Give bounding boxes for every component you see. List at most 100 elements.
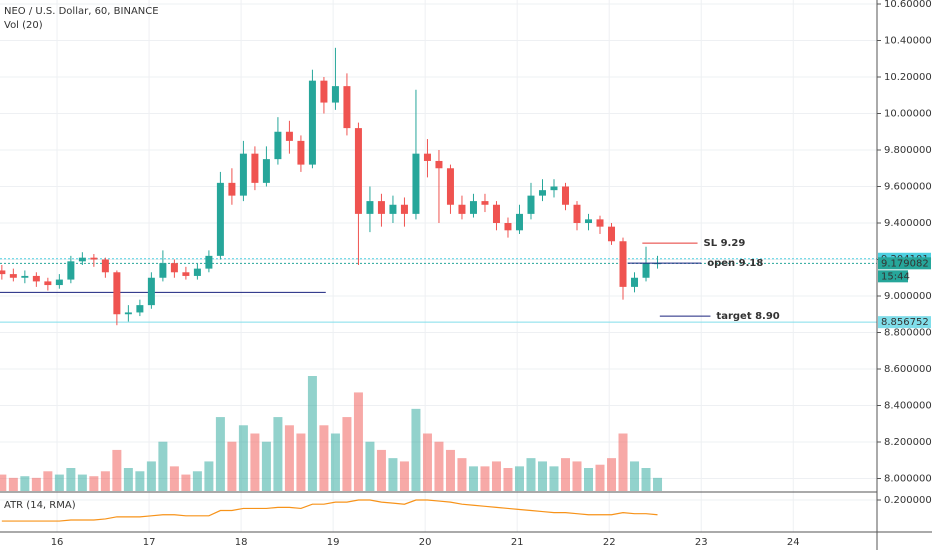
- volume-bar: [653, 477, 663, 491]
- y-tick-label: 10.400000: [884, 36, 932, 47]
- candle-body: [228, 182, 236, 196]
- candle-body: [205, 255, 213, 269]
- volume-bar: [238, 425, 248, 491]
- volume-bar: [319, 425, 329, 491]
- candle-body: [147, 277, 155, 306]
- volume-bar: [411, 408, 421, 491]
- volume-bar: [457, 458, 467, 491]
- y-tick-label: 10.200000: [884, 72, 932, 83]
- volume-bar: [261, 441, 271, 491]
- candle-body: [631, 277, 639, 287]
- volume-bar: [399, 461, 409, 491]
- x-tick-label: 18: [235, 537, 248, 548]
- candle-body: [504, 223, 512, 231]
- candle-body: [101, 259, 109, 273]
- candle-body: [124, 312, 132, 315]
- candle-body: [239, 153, 247, 196]
- candle-body: [44, 281, 52, 286]
- volume-bar: [607, 458, 617, 491]
- volume-bar: [123, 468, 133, 491]
- volume-bar: [100, 471, 110, 491]
- volume-bar: [66, 468, 76, 491]
- candle-body: [608, 226, 616, 242]
- volume-bar: [89, 476, 99, 491]
- x-tick-label: 17: [143, 537, 156, 548]
- volume-bar: [537, 461, 547, 491]
- volume-bar: [181, 474, 191, 491]
- candle-body: [492, 204, 500, 224]
- volume-bar: [204, 461, 214, 491]
- x-tick-label: 16: [51, 537, 64, 548]
- volume-bar: [468, 466, 478, 491]
- candle-body: [435, 160, 443, 169]
- volume-bar: [549, 466, 559, 491]
- candle-body: [320, 80, 328, 103]
- price-box: [878, 257, 931, 270]
- candle-body: [550, 186, 558, 191]
- volume-bar: [158, 441, 168, 491]
- candle-body: [274, 131, 282, 160]
- y-tick-label: 10.600000: [884, 0, 932, 10]
- candle-body: [0, 270, 6, 275]
- candle-body: [377, 201, 385, 214]
- volume-bar: [250, 433, 260, 491]
- volume-bar: [365, 441, 375, 491]
- candle-body: [55, 279, 63, 286]
- volume-bar: [135, 471, 145, 491]
- y-tick-label: 8.000000: [884, 473, 932, 484]
- candle-body: [251, 153, 259, 183]
- candle-body: [343, 86, 351, 129]
- volume-bar: [584, 468, 594, 491]
- volume-bar: [641, 468, 651, 491]
- volume-bar: [227, 441, 237, 491]
- candle-body: [619, 241, 627, 287]
- volume-bar: [8, 477, 18, 491]
- candle-body: [136, 305, 144, 313]
- candle-body: [389, 204, 397, 214]
- volume-bar: [434, 441, 444, 491]
- volume-bar: [503, 468, 513, 491]
- y-tick-label: 8.400000: [884, 400, 932, 411]
- x-tick-label: 23: [695, 537, 708, 548]
- candle-body: [527, 195, 535, 214]
- y-tick-label: 9.800000: [884, 145, 932, 156]
- volume-bar: [20, 476, 30, 491]
- y-tick-label: 8.600000: [884, 364, 932, 375]
- candle-body: [9, 274, 17, 278]
- annotation-label: SL 9.29: [704, 238, 746, 249]
- volume-bar: [31, 477, 41, 491]
- volume-bar: [284, 425, 294, 491]
- y-tick-label: 9.400000: [884, 218, 932, 229]
- volume-bar: [491, 461, 501, 491]
- volume-bar: [445, 449, 455, 491]
- candle-body: [262, 159, 270, 183]
- volume-bar: [307, 376, 317, 491]
- volume-bar: [342, 417, 352, 491]
- candle-body: [113, 272, 121, 315]
- candle-body: [423, 153, 431, 161]
- countdown-box: [878, 270, 908, 283]
- annotation-label: target 8.90: [716, 311, 779, 322]
- volume-bar: [630, 461, 640, 491]
- candle-body: [366, 201, 374, 214]
- candle-body: [354, 128, 362, 214]
- candle-body: [67, 261, 75, 280]
- candle-body: [285, 131, 293, 141]
- y-tick-label: 0.200000: [884, 495, 932, 506]
- candle-body: [538, 190, 546, 196]
- candle-body: [331, 86, 339, 103]
- atr-line: [1, 499, 658, 522]
- y-tick-label: 8.800000: [884, 328, 932, 339]
- volume-bar: [296, 433, 306, 491]
- candle-body: [573, 204, 581, 224]
- atr-label: ATR (14, RMA): [4, 500, 76, 511]
- y-tick-label: 8.200000: [884, 437, 932, 448]
- candle-body: [159, 263, 167, 278]
- countdown-label: 15:44: [881, 271, 910, 282]
- price-box: [878, 316, 931, 329]
- price-box-label: 8.856752: [881, 317, 929, 328]
- volume-bar: [169, 466, 179, 491]
- x-tick-label: 20: [419, 537, 432, 548]
- x-tick-label: 21: [511, 537, 524, 548]
